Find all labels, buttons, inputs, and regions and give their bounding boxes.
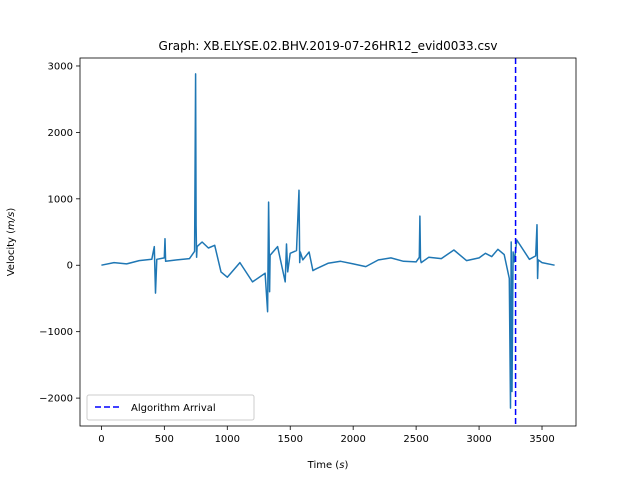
x-tick-label: 3500 — [529, 434, 554, 445]
x-axis: 0 500 1000 1500 2000 2500 3000 3500 — [98, 426, 555, 445]
legend-label: Algorithm Arrival — [131, 403, 216, 414]
x-tick-label: 1500 — [278, 434, 303, 445]
legend: Algorithm Arrival — [86, 394, 255, 421]
x-tick-label: 500 — [155, 434, 174, 445]
y-tick-label: −2000 — [39, 394, 73, 405]
legend-box — [86, 394, 255, 421]
y-axis: −2000 −1000 0 1000 2000 3000 — [39, 61, 80, 405]
plot-area — [101, 58, 555, 426]
x-tick-label: 1000 — [215, 434, 240, 445]
y-tick-label: −1000 — [39, 327, 73, 338]
y-tick-label: 2000 — [48, 128, 73, 139]
series-line-0 — [101, 73, 555, 409]
x-tick-label: 2000 — [340, 434, 365, 445]
chart-title: Graph: XB.ELYSE.02.BHV.2019-07-26HR12_ev… — [159, 39, 498, 53]
y-tick-label: 1000 — [48, 194, 73, 205]
axes-frame — [79, 57, 577, 427]
x-tick-label: 0 — [98, 434, 104, 445]
x-tick-label: 3000 — [466, 434, 491, 445]
x-axis-label: Time (s) — [307, 460, 349, 471]
y-tick-label: 0 — [67, 261, 73, 272]
y-axis-label: Velocity (m/s) — [6, 208, 17, 277]
y-tick-label: 3000 — [48, 61, 73, 72]
x-tick-label: 2500 — [403, 434, 428, 445]
